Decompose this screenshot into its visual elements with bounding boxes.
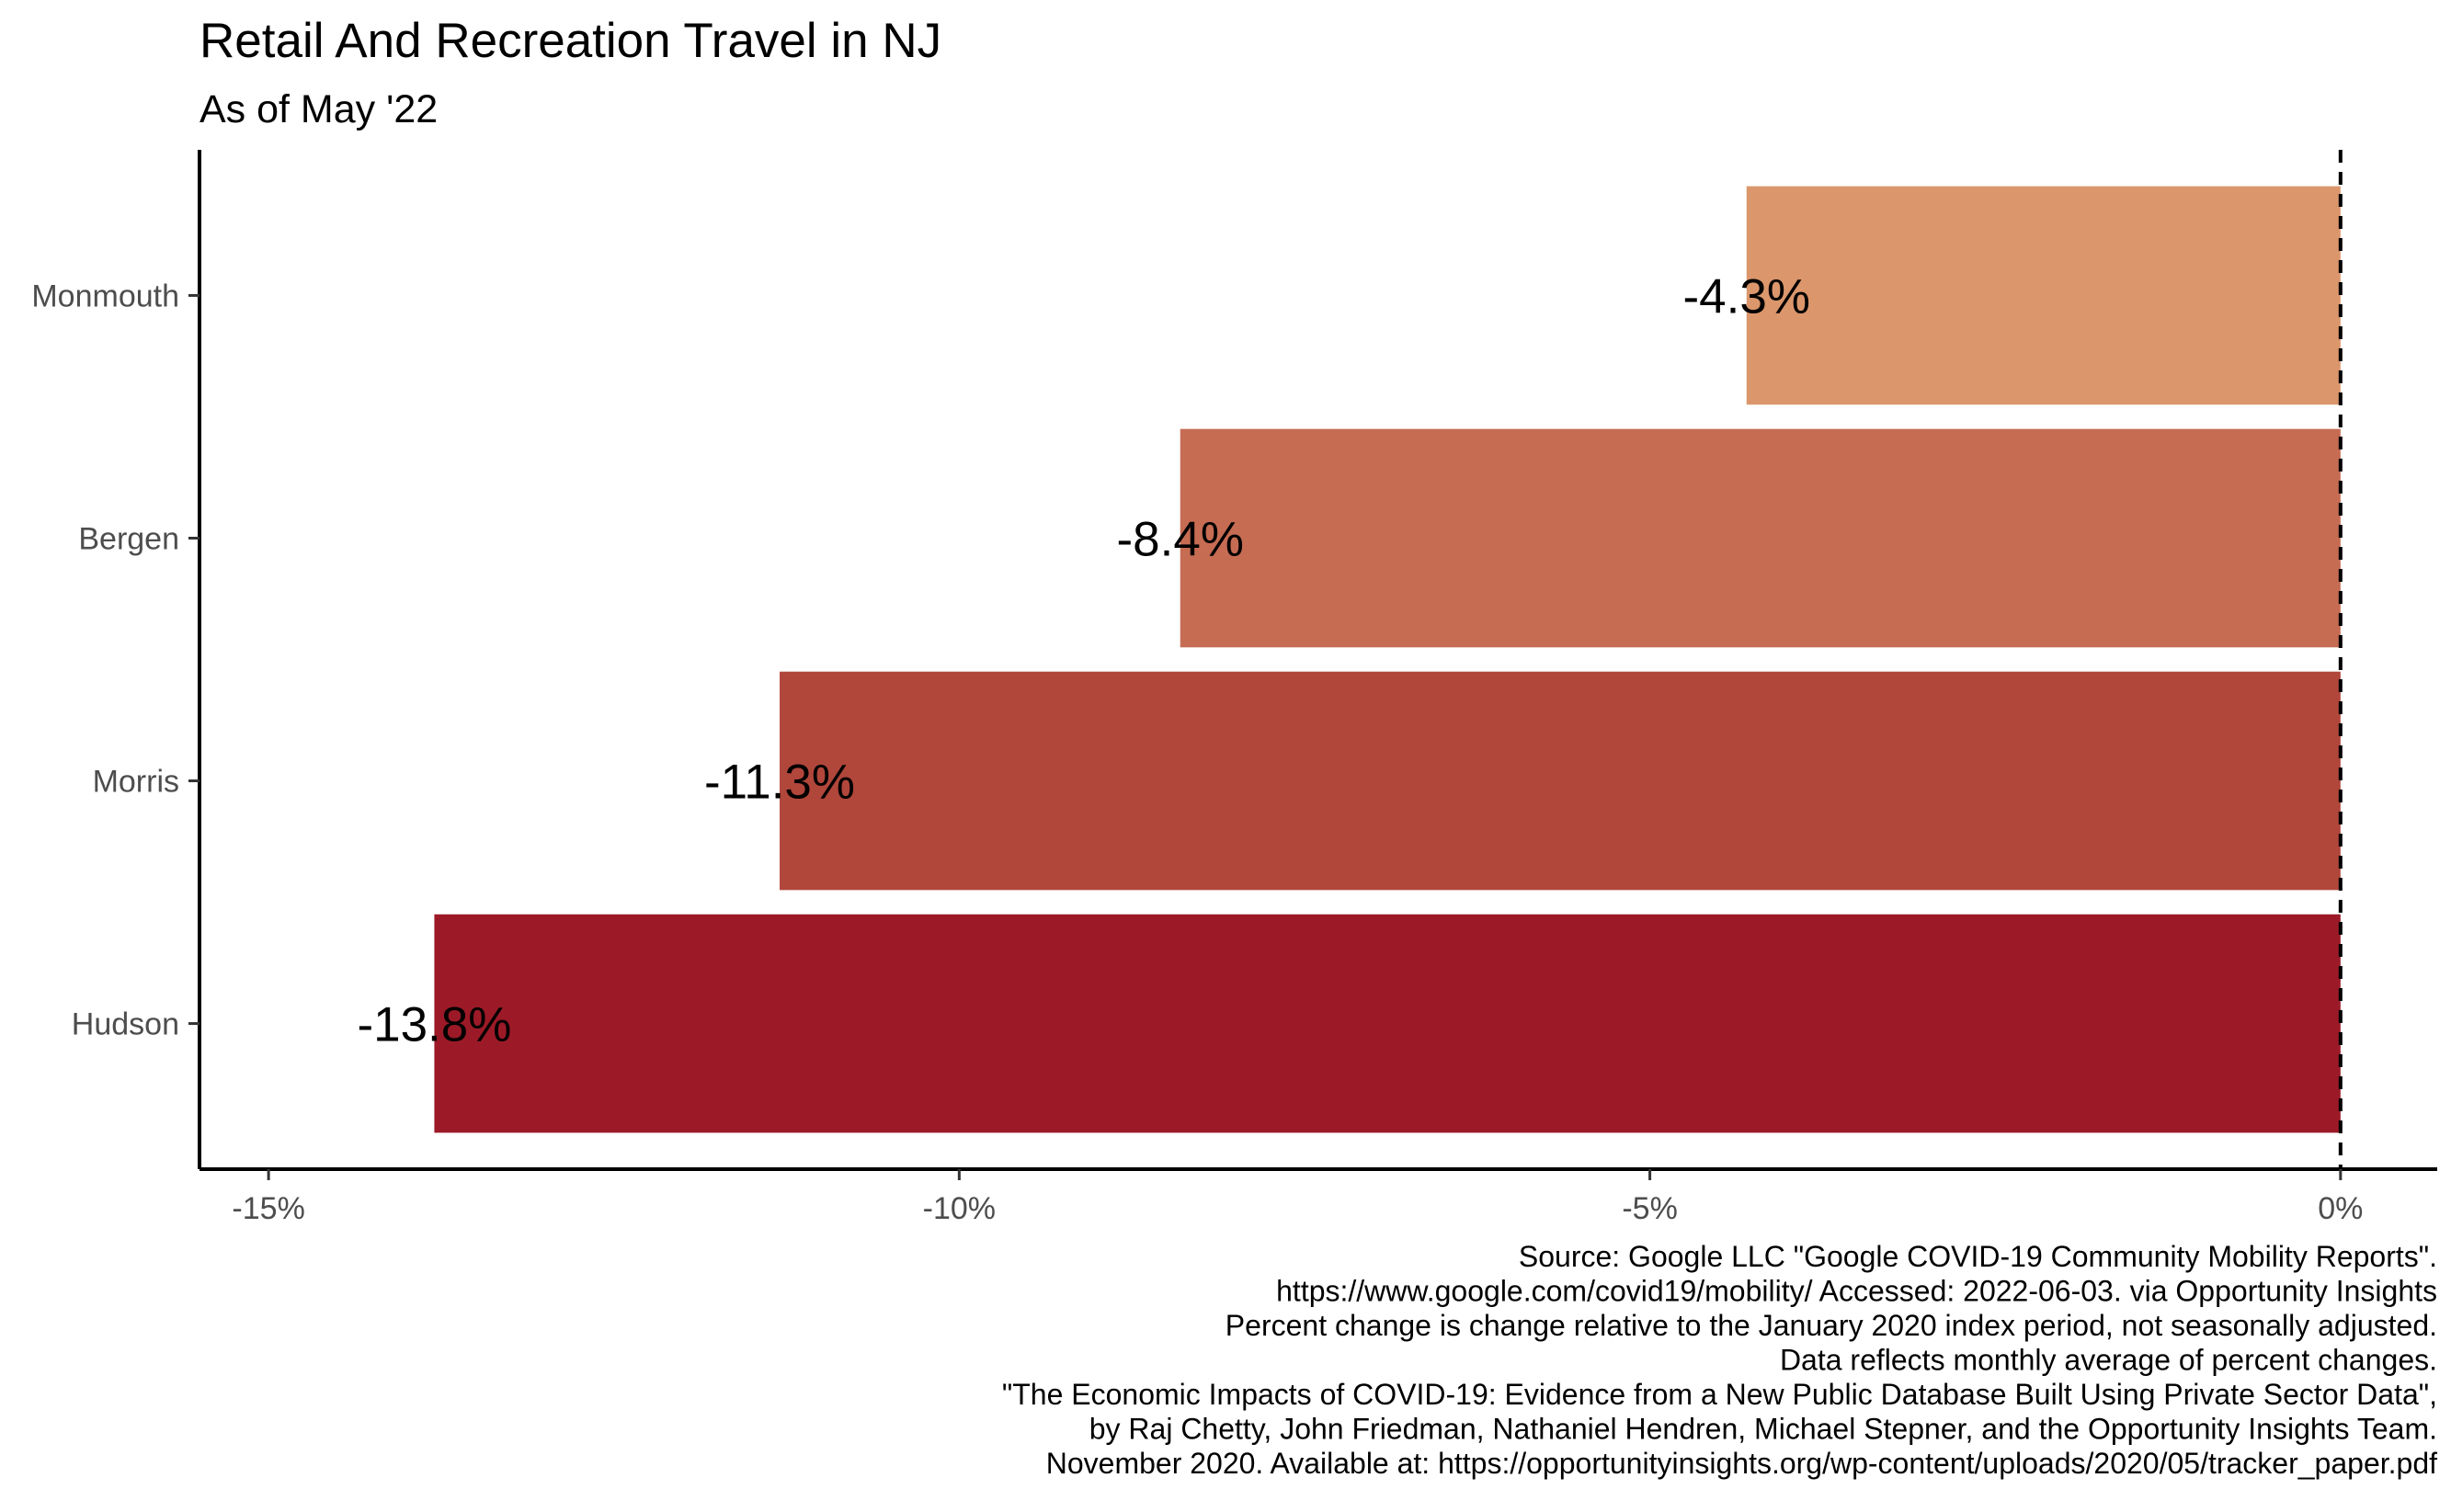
x-tick-label-2: -5% bbox=[1622, 1191, 1677, 1226]
chart-subtitle: As of May '22 bbox=[200, 87, 438, 131]
x-axis: -15% -10% -5% 0% bbox=[232, 1169, 2363, 1226]
bar-bergen bbox=[1180, 428, 2341, 648]
x-tick-label-1: -10% bbox=[923, 1191, 996, 1226]
chart-title: Retail And Recreation Travel in NJ bbox=[200, 14, 941, 68]
caption-line-2: Percent change is change relative to the… bbox=[1226, 1309, 2437, 1342]
data-labels-layer: -4.3% -8.4% -11.3% -13.8% bbox=[357, 269, 1810, 1052]
caption-line-0: Source: Google LLC "Google COVID-19 Comm… bbox=[1519, 1240, 2437, 1273]
x-tick-label-3: 0% bbox=[2318, 1191, 2363, 1226]
caption: Source: Google LLC "Google COVID-19 Comm… bbox=[1002, 1240, 2437, 1480]
caption-line-6: November 2020. Available at: https://opp… bbox=[1046, 1447, 2437, 1480]
y-axis: Monmouth Bergen Morris Hudson bbox=[31, 279, 200, 1042]
bar-hudson bbox=[434, 914, 2341, 1133]
y-tick-label-morris: Morris bbox=[93, 765, 179, 800]
y-tick-label-hudson: Hudson bbox=[72, 1007, 179, 1042]
data-label-morris: -11.3% bbox=[704, 756, 855, 810]
bars-layer bbox=[434, 186, 2341, 1133]
bar-monmouth bbox=[1746, 186, 2341, 405]
x-tick-label-0: -15% bbox=[232, 1191, 304, 1226]
bar-morris bbox=[780, 671, 2341, 891]
data-label-hudson: -13.8% bbox=[357, 998, 511, 1052]
data-label-bergen: -8.4% bbox=[1117, 512, 1244, 566]
data-label-monmouth: -4.3% bbox=[1683, 269, 1810, 324]
y-tick-label-monmouth: Monmouth bbox=[31, 279, 179, 313]
caption-line-3: Data reflects monthly average of percent… bbox=[1780, 1344, 2437, 1377]
y-tick-label-bergen: Bergen bbox=[78, 521, 179, 556]
caption-line-4: "The Economic Impacts of COVID-19: Evide… bbox=[1002, 1378, 2437, 1411]
caption-line-1: https://www.google.com/covid19/mobility/… bbox=[1276, 1275, 2437, 1308]
caption-line-5: by Raj Chetty, John Friedman, Nathaniel … bbox=[1089, 1413, 2437, 1446]
